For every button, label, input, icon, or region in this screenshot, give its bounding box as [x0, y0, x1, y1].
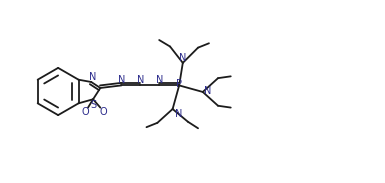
Text: O: O: [99, 107, 107, 117]
Text: N: N: [89, 72, 96, 82]
Text: N: N: [118, 75, 125, 85]
Text: O: O: [81, 107, 89, 117]
Text: N: N: [179, 53, 186, 63]
Text: S: S: [90, 100, 96, 110]
Text: N: N: [204, 86, 211, 96]
Text: P: P: [176, 79, 182, 89]
Text: N: N: [156, 75, 163, 85]
Text: N: N: [137, 75, 144, 85]
Text: N: N: [175, 109, 182, 119]
